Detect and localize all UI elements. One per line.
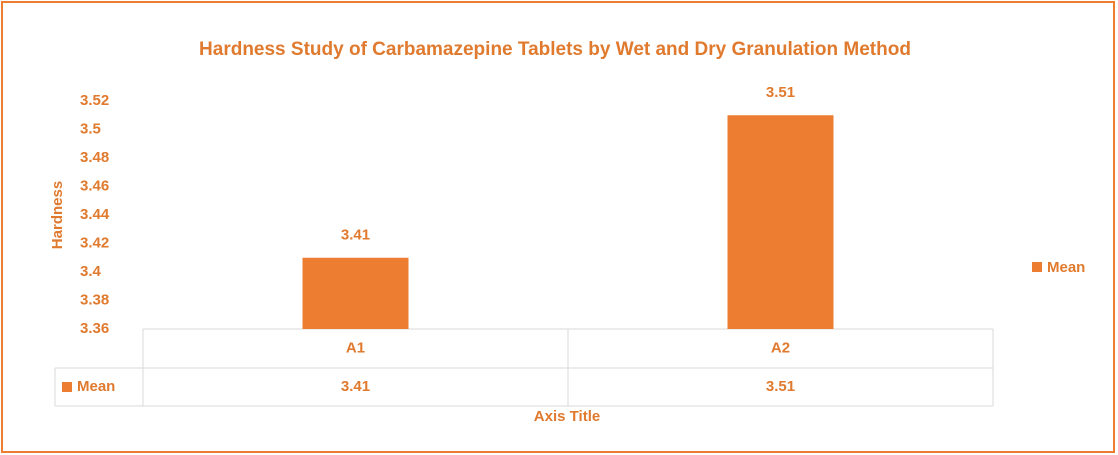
legend-label: Mean bbox=[1047, 259, 1085, 276]
y-tick-label: 3.44 bbox=[80, 206, 110, 223]
y-tick-label: 3.46 bbox=[80, 177, 109, 194]
x-tick-label: A2 bbox=[771, 339, 790, 356]
y-tick-label: 3.42 bbox=[80, 234, 109, 251]
y-tick-label: 3.36 bbox=[80, 320, 109, 337]
data-table-series-name: Mean bbox=[77, 378, 115, 395]
data-table-value: 3.41 bbox=[341, 378, 370, 395]
y-tick-label: 3.52 bbox=[80, 92, 109, 109]
y-axis-title: Hardness bbox=[49, 181, 66, 249]
data-label: 3.51 bbox=[766, 84, 795, 101]
x-axis-title: Axis Title bbox=[534, 408, 600, 425]
data-table-value: 3.51 bbox=[766, 378, 795, 395]
y-tick-label: 3.48 bbox=[80, 149, 109, 166]
data-label: 3.41 bbox=[341, 227, 370, 244]
bar bbox=[727, 115, 834, 329]
x-tick-label: A1 bbox=[346, 339, 365, 356]
legend-swatch bbox=[62, 382, 72, 392]
bar bbox=[302, 257, 409, 329]
y-tick-label: 3.5 bbox=[80, 120, 101, 137]
y-tick-label: 3.38 bbox=[80, 291, 109, 308]
chart-title: Hardness Study of Carbamazepine Tablets … bbox=[199, 39, 911, 60]
y-tick-label: 3.4 bbox=[80, 263, 102, 280]
legend-swatch bbox=[1032, 262, 1042, 272]
